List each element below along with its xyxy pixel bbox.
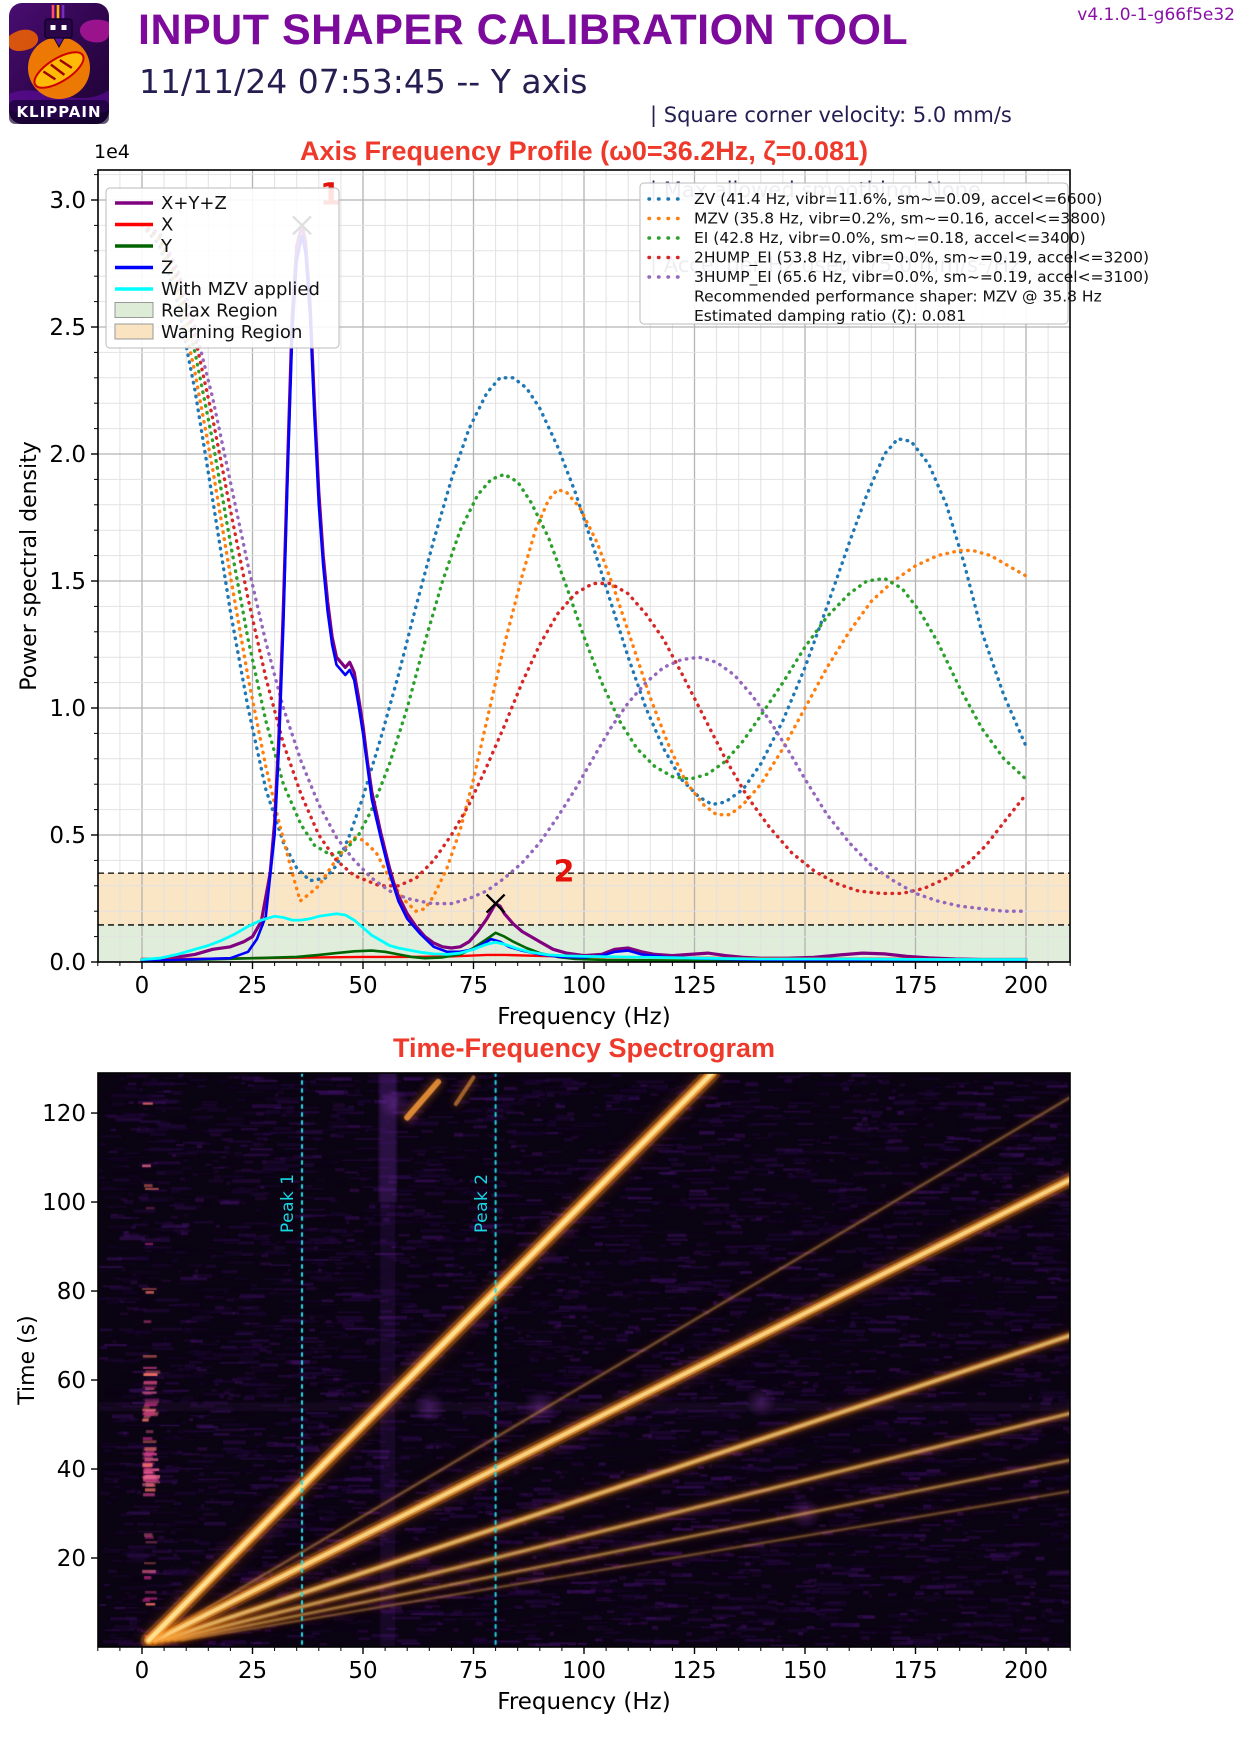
x-tick-label: 75 xyxy=(459,1658,488,1684)
spectrogram-xaxis-label: Frequency (Hz) xyxy=(497,1689,670,1715)
legend-label: With MZV applied xyxy=(161,279,320,300)
legend-label: Relax Region xyxy=(161,301,278,322)
logo-nozzle xyxy=(53,37,65,49)
logo-printhead xyxy=(44,18,73,39)
y-tick-label: 1.5 xyxy=(49,569,86,595)
shaper-curve-ei xyxy=(140,223,1028,858)
shaper-curve-mzv xyxy=(140,223,1028,914)
y-tick-label: 40 xyxy=(57,1457,86,1483)
x-tick-label: 0 xyxy=(135,1658,150,1684)
shaper-legend-label: MZV (35.8 Hz, vibr=0.2%, sm~=0.16, accel… xyxy=(694,210,1106,228)
klippain-logo: KLIPPAIN xyxy=(9,3,109,124)
logo-text: KLIPPAIN xyxy=(16,103,101,121)
page-title: INPUT SHAPER CALIBRATION TOOL xyxy=(138,6,909,54)
psd-yaxis-label: Power spectral density xyxy=(17,441,42,691)
logo-eye xyxy=(50,25,56,30)
spectrogram-peak1-label: Peak 1 xyxy=(278,1173,298,1233)
y-tick-label: 60 xyxy=(57,1368,86,1394)
x-tick-label: 175 xyxy=(894,973,938,999)
logo-swirl xyxy=(9,29,39,52)
legend-label: Warning Region xyxy=(161,322,302,343)
spectrogram-title: Time-Frequency Spectrogram xyxy=(392,1033,776,1063)
logo-baguette xyxy=(33,51,85,89)
shaper-legend-label: EI (42.8 Hz, vibr=0.0%, sm~=0.18, accel<… xyxy=(694,229,1086,247)
recommended-shaper-label: Recommended performance shaper: MZV @ 35… xyxy=(694,288,1102,306)
y-tick-label: 0.5 xyxy=(49,823,86,849)
x-tick-label: 150 xyxy=(783,1658,827,1684)
shaper-legend-label: 2HUMP_EI (53.8 Hz, vibr=0.0%, sm~=0.19, … xyxy=(694,249,1149,268)
x-tick-label: 150 xyxy=(783,973,827,999)
x-tick-label: 100 xyxy=(562,1658,606,1684)
y-tick-label: 80 xyxy=(57,1279,86,1305)
legend-label: X xyxy=(161,215,173,236)
y-tick-label: 0.0 xyxy=(49,950,86,976)
legend-label: Z xyxy=(161,258,173,279)
x-tick-label: 100 xyxy=(562,973,606,999)
y-tick-label: 1.0 xyxy=(49,696,86,722)
psd-chart-title: Axis Frequency Profile (ω0=36.2Hz, ζ=0.0… xyxy=(300,136,868,166)
shaper-curve-zv xyxy=(140,223,1028,883)
x-tick-label: 75 xyxy=(459,973,488,999)
legend-patch-sample xyxy=(114,302,154,318)
x-tick-label: 125 xyxy=(673,1658,717,1684)
spectrogram-yaxis-label: Time (s) xyxy=(15,1315,40,1405)
psd-legend-box xyxy=(105,187,340,349)
shaper-legend-label: ZV (41.4 Hz, vibr=11.6%, sm~=0.09, accel… xyxy=(694,190,1102,208)
psd-curve-z xyxy=(140,234,1028,963)
y-tick-label: 100 xyxy=(42,1190,86,1216)
x-tick-label: 50 xyxy=(348,1658,377,1684)
psd-xaxis-label: Frequency (Hz) xyxy=(497,1004,670,1030)
logo-label-band xyxy=(9,100,109,124)
x-tick-label: 200 xyxy=(1004,973,1048,999)
x-tick-label: 175 xyxy=(894,1658,938,1684)
legend-label: Y xyxy=(160,236,173,257)
legend-label: X+Y+Z xyxy=(161,193,227,214)
y-tick-label: 3.0 xyxy=(49,188,86,214)
shaper-legend-label: 3HUMP_EI (65.6 Hz, vibr=0.0%, sm~=0.19, … xyxy=(694,268,1149,287)
report-header: KLIPPAIN INPUT SHAPER CALIBRATION TOOL 1… xyxy=(0,0,1245,277)
x-tick-label: 25 xyxy=(238,1658,267,1684)
y-tick-label: 2.0 xyxy=(49,442,86,468)
shaper-legend-box xyxy=(639,182,1069,325)
shaper-curve-2hump_ei xyxy=(140,223,1028,896)
y-offset-label: 1e4 xyxy=(94,141,130,163)
logo-eye xyxy=(61,25,67,30)
report-datetime: 11/11/24 07:53:45 -- Y axis xyxy=(139,62,588,101)
psd-chart: 0 25 50 75 100 125 150 175 200 0.0 0.5 1.0 1.5 2.0 2.5… xyxy=(17,141,1149,1030)
x-tick-label: 25 xyxy=(238,973,267,999)
y-tick-label: 120 xyxy=(42,1101,86,1127)
x-tick-label: 200 xyxy=(1004,1658,1048,1684)
spectrogram-heatmap xyxy=(98,1073,1070,1647)
version-label: v4.1.0-1-g66f5e32 xyxy=(1077,5,1235,25)
x-tick-label: 0 xyxy=(135,973,150,999)
psd-curve-with-mzv-applied xyxy=(140,912,1028,961)
x-tick-label: 50 xyxy=(348,973,377,999)
logo-swirl xyxy=(79,19,109,43)
legend-patch-sample xyxy=(114,323,154,340)
x-tick-label: 125 xyxy=(673,973,717,999)
param-square-corner-velocity: | Square corner velocity: 5.0 mm/s xyxy=(650,103,1012,127)
peak-marker xyxy=(485,893,506,914)
peak-number-label: 2 xyxy=(554,855,575,890)
spectrogram-peak2-label: Peak 2 xyxy=(471,1173,492,1233)
y-tick-label: 2.5 xyxy=(49,315,86,341)
y-tick-label: 20 xyxy=(57,1546,86,1572)
damping-ratio-label: Estimated damping ratio (ζ): 0.081 xyxy=(694,307,966,325)
